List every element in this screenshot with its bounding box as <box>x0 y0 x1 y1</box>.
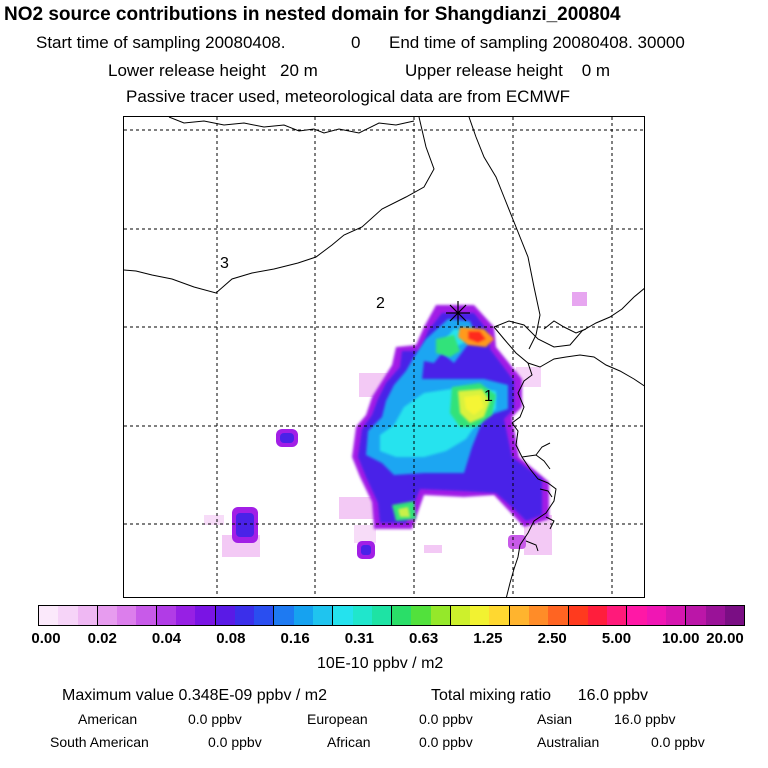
color-scale-tick-label: 5.00 <box>601 630 632 647</box>
region-asian-value: 16.0 ppbv <box>614 711 676 727</box>
color-scale-tick-label: 10.00 <box>661 630 700 647</box>
color-scale-swatch <box>214 606 235 625</box>
total-mixing-ratio: Total mixing ratio 16.0 ppbv <box>431 687 648 704</box>
map-canvas: 1 2 3 <box>124 117 644 597</box>
color-scale-swatch <box>567 606 588 625</box>
color-scale-swatch <box>254 606 274 625</box>
region-label-1: 1 <box>484 388 493 405</box>
plume-yellow <box>398 389 490 517</box>
color-scale-swatch <box>449 606 471 625</box>
map-panel: 1 2 3 <box>123 116 645 598</box>
region-label-2: 2 <box>376 295 385 312</box>
coastlines <box>124 117 644 597</box>
lat-lon-grid <box>124 117 644 597</box>
color-scale-swatch <box>155 606 176 625</box>
color-scale-swatch <box>705 606 725 625</box>
color-scale-swatch <box>332 606 353 625</box>
region-labels: 1 2 3 <box>220 255 493 405</box>
region-african: African <box>327 734 371 750</box>
color-scale-swatch <box>626 606 647 625</box>
color-scale-tick-label: 0.31 <box>344 630 374 647</box>
color-scale-tick-label: 0.63 <box>409 630 439 647</box>
color-scale-swatch <box>293 606 313 625</box>
color-scale-swatch <box>312 606 333 625</box>
color-scale-swatch <box>685 606 706 625</box>
color-scale-swatch <box>58 606 78 625</box>
color-scale-swatch <box>175 606 196 625</box>
color-scale-swatch <box>489 606 509 625</box>
color-scale-swatch <box>273 606 294 625</box>
color-scale-tick-label: 0.16 <box>280 630 310 647</box>
region-south-american-value: 0.0 ppbv <box>208 734 262 750</box>
color-scale-tick-label: 0.02 <box>87 630 117 647</box>
color-scale-swatch <box>430 606 450 625</box>
color-scale-tick-label: 0.08 <box>216 630 246 647</box>
color-scale-swatch <box>391 606 412 625</box>
color-scale-tick-label: 20.00 <box>706 630 744 647</box>
region-label-3: 3 <box>220 255 229 272</box>
color-scale-swatch <box>529 606 549 625</box>
color-scale-swatch <box>724 606 745 625</box>
region-african-value: 0.0 ppbv <box>419 734 473 750</box>
receptor-star-icon <box>446 301 470 325</box>
start-time-label: Start time of sampling 20080408. <box>36 33 286 52</box>
color-scale-units: 10E-10 ppbv / m2 <box>317 655 444 672</box>
region-south-american: South American <box>50 734 149 750</box>
color-scale-swatch <box>508 606 530 625</box>
region-american-value: 0.0 ppbv <box>188 711 242 727</box>
region-australian: Australian <box>537 734 600 750</box>
color-scale-swatch <box>646 606 666 625</box>
plot-title: NO2 source contributions in nested domai… <box>4 4 621 25</box>
color-scale-swatch <box>136 606 156 625</box>
upper-release-height: Upper release height 0 m <box>405 61 611 80</box>
color-scale-tick-label: 1.25 <box>473 630 503 647</box>
lower-release-height: Lower release height 20 m <box>108 61 318 80</box>
color-scale-swatch <box>117 606 137 625</box>
region-asian: Asian <box>537 711 573 727</box>
color-scale-swatch <box>548 606 568 625</box>
color-scale-swatch <box>234 606 255 625</box>
tracer-info: Passive tracer used, meteorological data… <box>126 87 571 106</box>
color-scale-swatch <box>607 606 627 625</box>
color-scale-swatch <box>470 606 490 625</box>
region-american: American <box>78 711 138 727</box>
maximum-value: Maximum value 0.348E-09 ppbv / m2 <box>62 687 328 704</box>
color-scale-swatch <box>371 606 392 625</box>
color-scale-tick-label: 0.00 <box>31 630 61 647</box>
start-time-value: 0 <box>351 33 361 52</box>
plume-small-blobs <box>232 429 526 559</box>
color-scale-swatch <box>195 606 215 625</box>
color-scale-swatch <box>587 606 608 625</box>
color-scale-swatch <box>96 606 118 625</box>
color-scale-swatch <box>352 606 372 625</box>
color-scale-swatch <box>666 606 686 625</box>
color-scale-tick-label: 0.04 <box>151 630 182 647</box>
color-scale-swatch <box>39 606 59 625</box>
color-scale-swatch <box>411 606 431 625</box>
color-scale-bar <box>38 605 745 626</box>
plume-hotspot <box>458 327 494 347</box>
color-scale-swatch <box>77 606 97 625</box>
color-scale-tick-label: 2.50 <box>537 630 567 647</box>
region-australian-value: 0.0 ppbv <box>651 734 705 750</box>
region-european: European <box>307 711 368 727</box>
region-european-value: 0.0 ppbv <box>419 711 473 727</box>
end-time-label: End time of sampling 20080408. 30000 <box>389 33 685 52</box>
